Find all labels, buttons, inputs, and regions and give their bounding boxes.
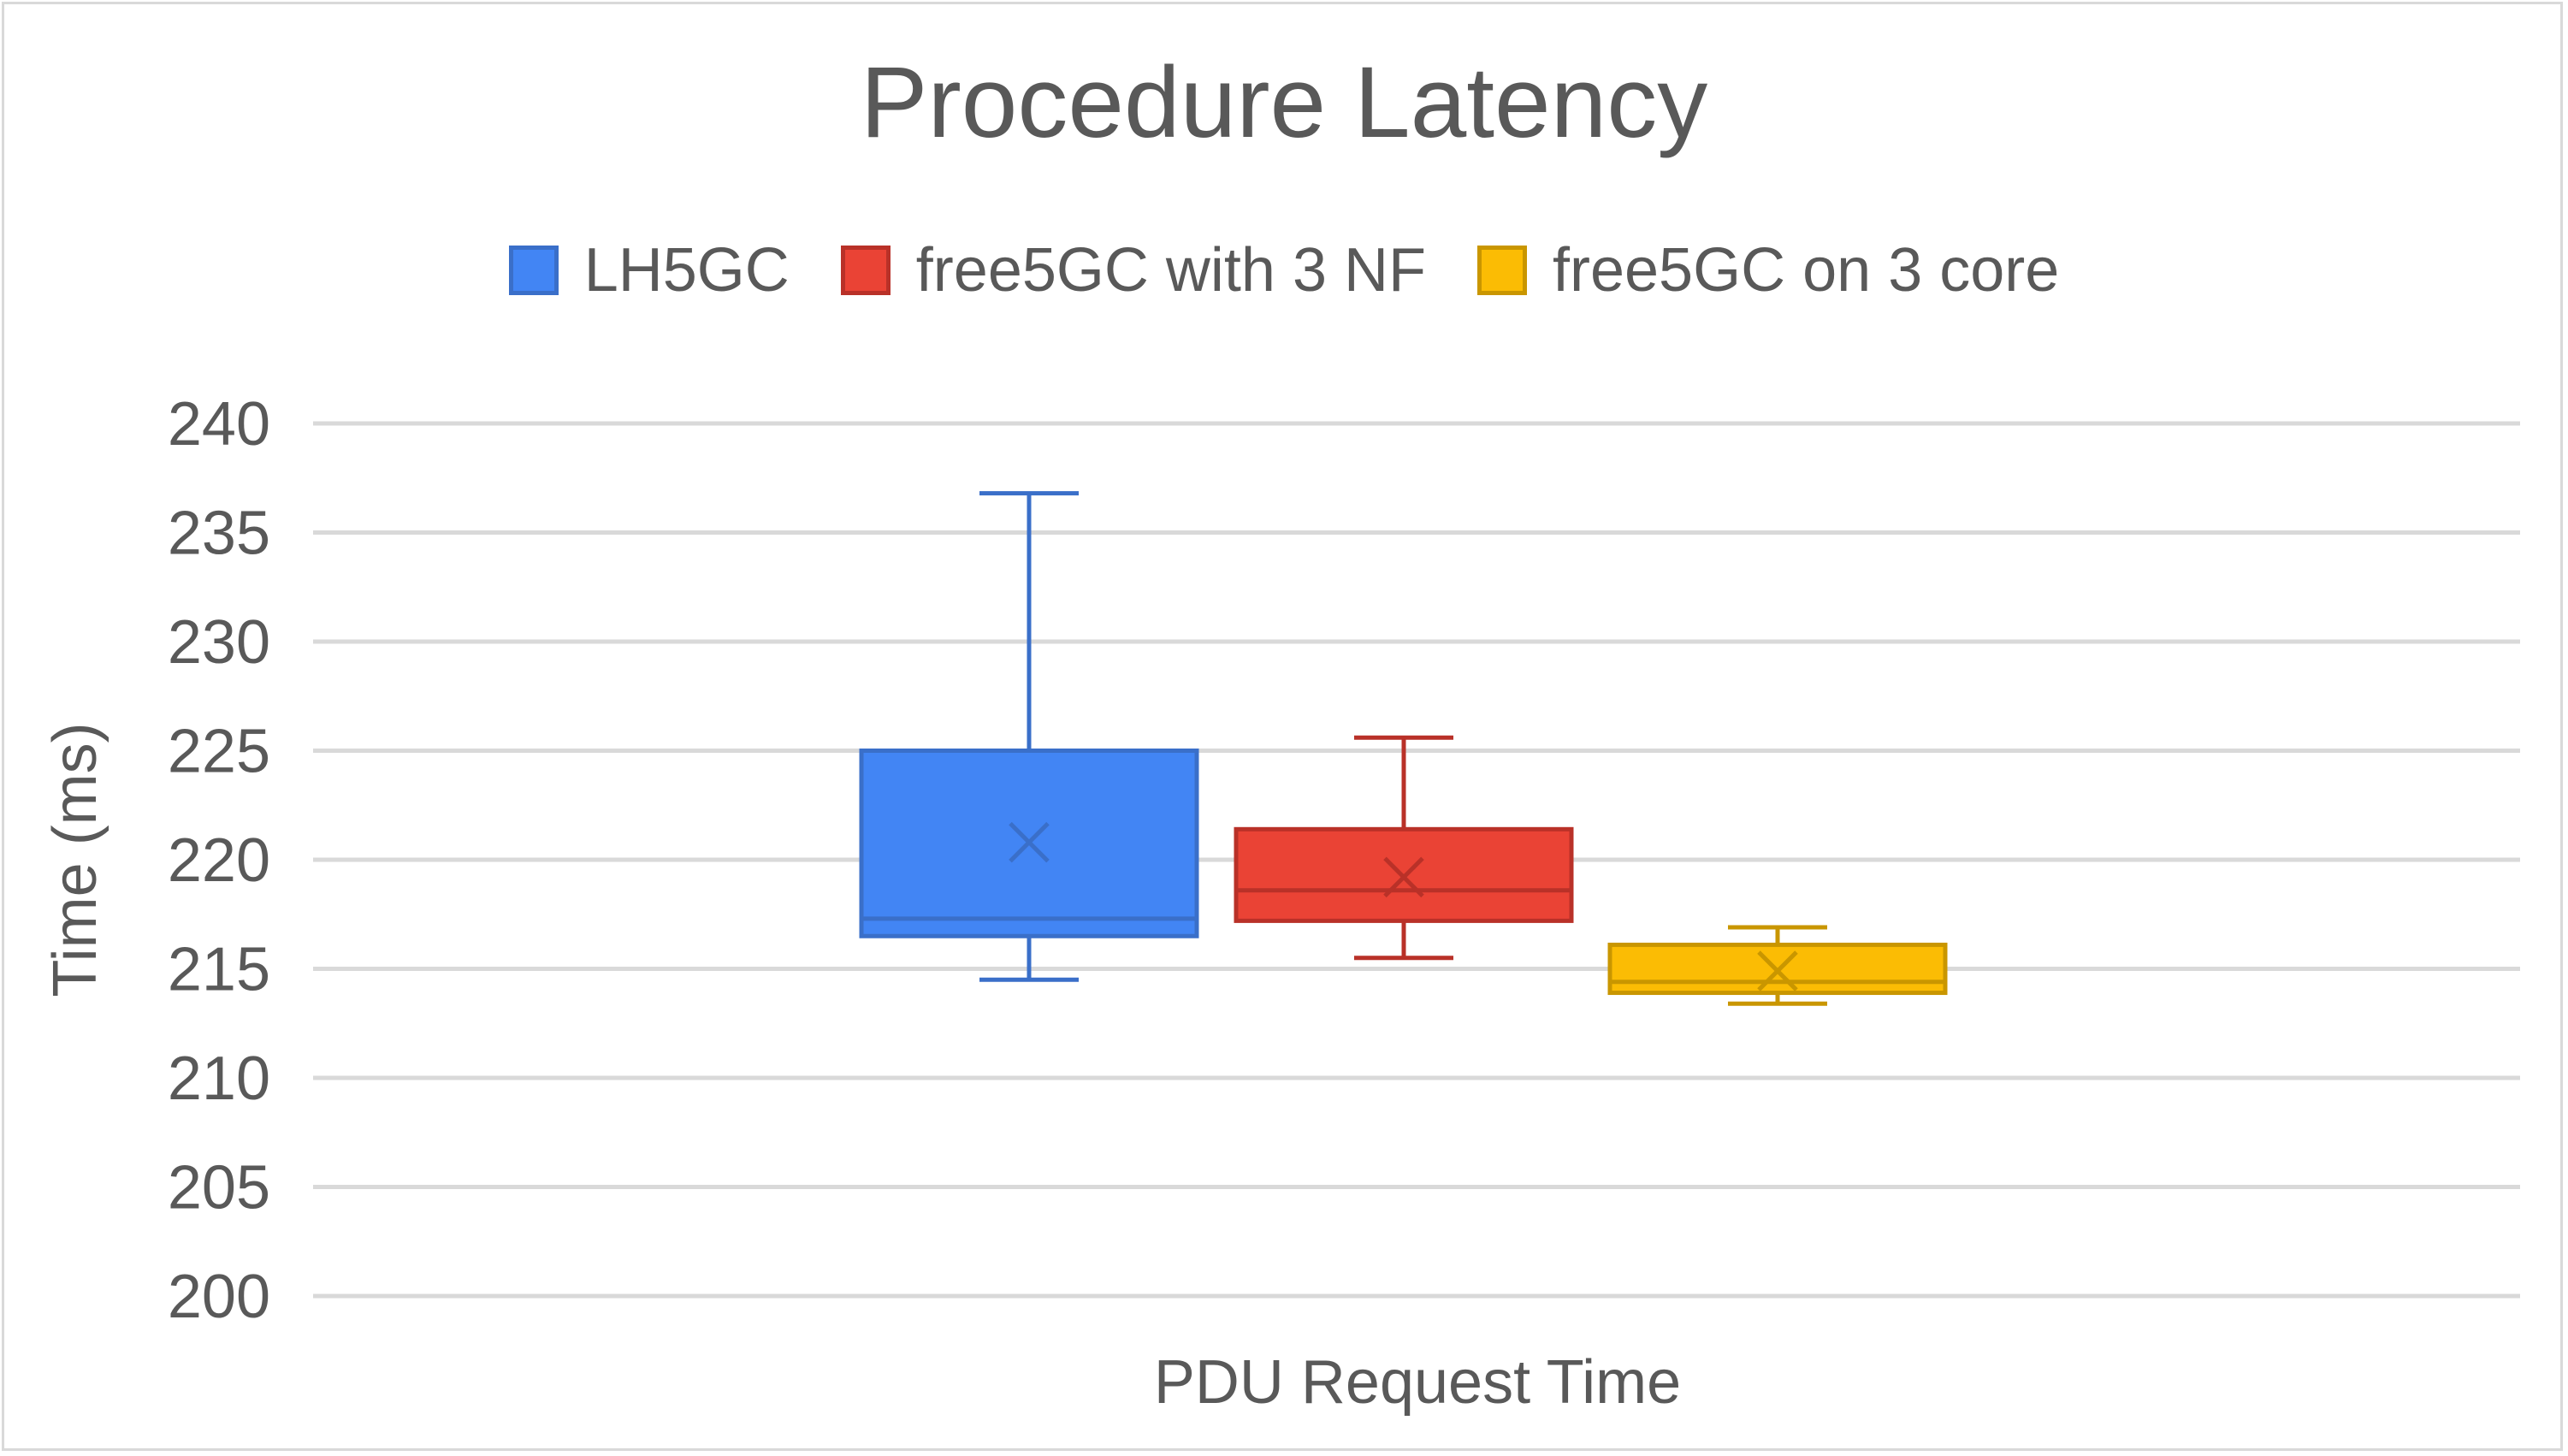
y-tick-label-220: 220: [168, 826, 270, 895]
box-lh5gc: [859, 491, 1199, 982]
legend-label-free5gc-3core: free5GC on 3 core: [1552, 236, 2060, 305]
legend-swatch-free5gc-3nf: [840, 246, 891, 295]
gridlines: [313, 421, 2520, 1299]
y-tick-label-210: 210: [168, 1045, 270, 1113]
mean-marker-b: [1757, 950, 1798, 991]
legend-item-free5gc-3nf: free5GC with 3 NF: [840, 229, 1426, 311]
y-axis-label: Time (ms): [41, 722, 109, 997]
legend-swatch-free5gc-3core: [1476, 246, 1527, 295]
legend-label-free5gc-3nf: free5GC with 3 NF: [915, 236, 1426, 305]
mean-marker-b: [1383, 856, 1424, 898]
chart-title: Procedure Latency: [860, 46, 1708, 159]
x-axis-label: PDU Request Time: [1154, 1348, 1681, 1417]
box-series: [859, 491, 1948, 1006]
legend-swatch-lh5gc: [508, 246, 559, 295]
y-tick-label-240: 240: [168, 390, 270, 459]
chart-legend: LH5GC free5GC with 3 NF free5GC on 3 cor…: [0, 229, 2568, 311]
y-tick-label-200: 200: [168, 1263, 270, 1331]
legend-item-lh5gc: LH5GC: [508, 229, 790, 311]
legend-item-free5gc-3core: free5GC on 3 core: [1476, 229, 2060, 311]
box-free5gc-on-3-core: [1607, 925, 1948, 1006]
y-tick-label-215: 215: [168, 936, 270, 1004]
y-tick-label-230: 230: [168, 608, 270, 677]
mean-marker-b: [1009, 821, 1050, 863]
y-tick-labels: 200 205 210 215 220 225 230 235 240: [168, 390, 270, 1331]
y-tick-label-205: 205: [168, 1154, 270, 1222]
y-tick-label-225: 225: [168, 718, 270, 786]
box-free5gc-with-3-nf: [1234, 735, 1574, 961]
box-iqr: [1234, 826, 1574, 923]
legend-label-lh5gc: LH5GC: [583, 236, 790, 305]
y-tick-label-235: 235: [168, 500, 270, 568]
